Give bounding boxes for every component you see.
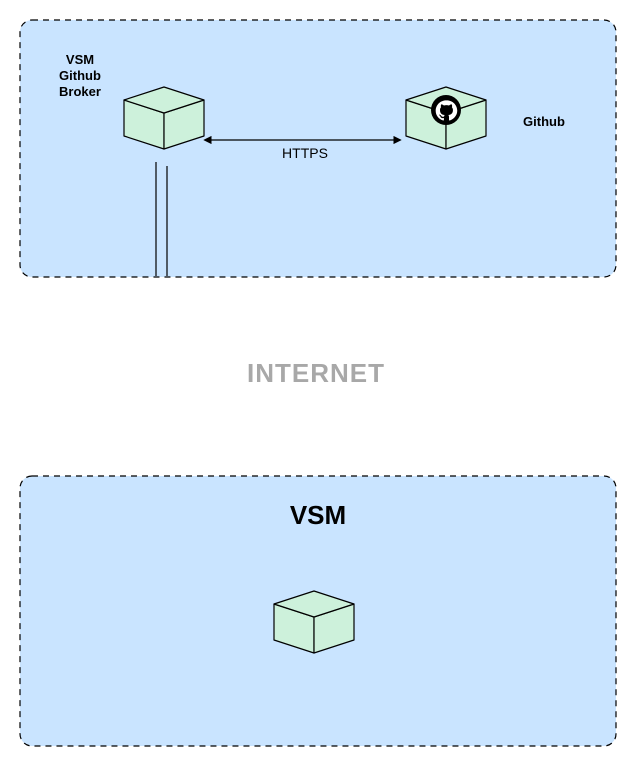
- internet-label: INTERNET: [247, 358, 385, 388]
- broker-cube: [124, 87, 204, 149]
- broker-label-line: VSM: [66, 52, 94, 67]
- github-label: Github: [523, 114, 565, 129]
- github-icon: [431, 95, 461, 125]
- broker-label-line: Broker: [59, 84, 101, 99]
- bottom-region-title: VSM: [290, 500, 346, 530]
- vsm-cube: [274, 591, 354, 653]
- https-connection-label: HTTPS: [282, 145, 328, 161]
- broker-label-line: Github: [59, 68, 101, 83]
